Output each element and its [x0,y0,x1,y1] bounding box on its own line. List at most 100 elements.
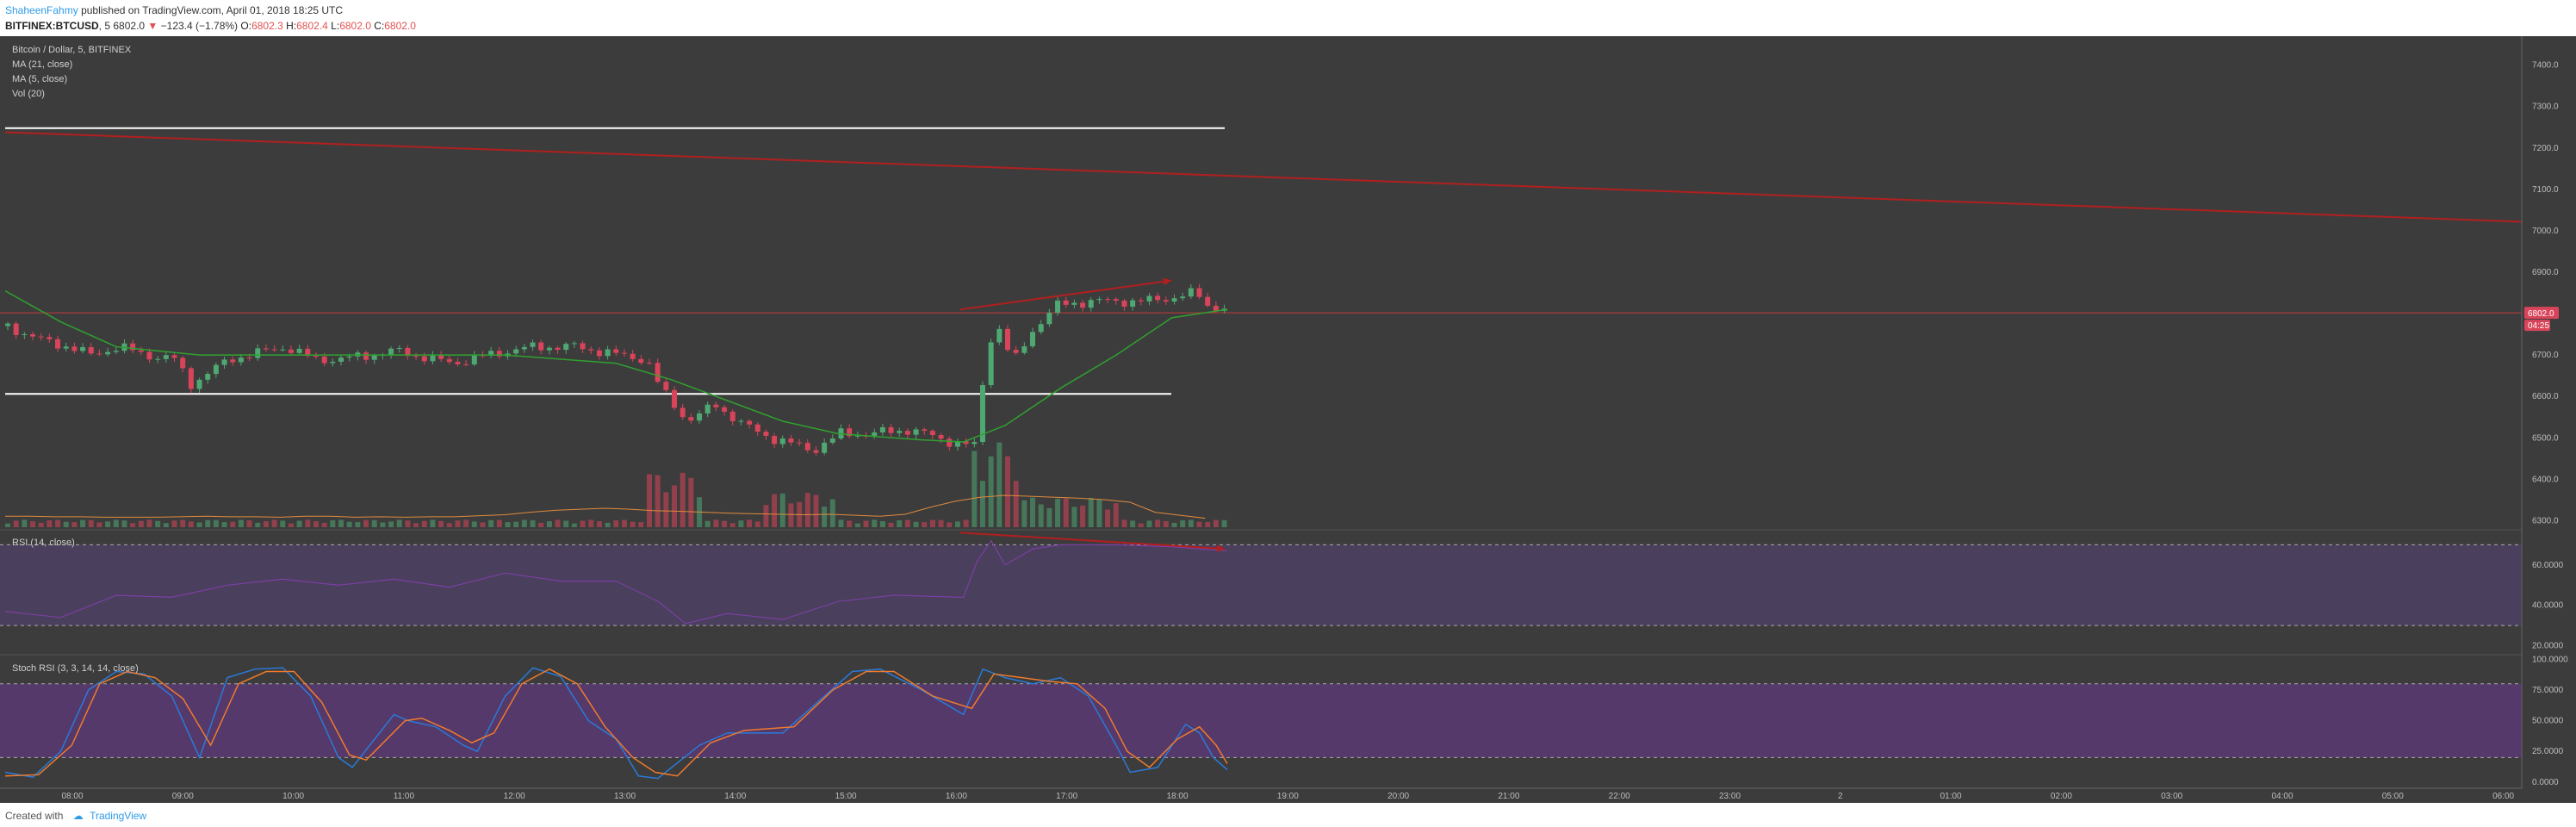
volume-bar [5,523,10,527]
price-tick-label: 7400.0 [2532,61,2559,71]
volume-bar [879,521,885,527]
candle-body [688,417,694,421]
volume-bar [80,519,86,527]
volume-bar [538,522,544,527]
candle-body [605,349,611,357]
candle-body [904,431,910,435]
candle-body [305,348,311,357]
volume-bar [296,520,302,527]
price-tick-label: 7100.0 [2532,185,2559,195]
time-tick-label: 15:00 [835,792,857,801]
axes: 7400.07300.07200.07100.07000.06900.06800… [0,36,2576,803]
candle-body [22,333,28,335]
trend-line[interactable] [4,131,2523,223]
price-pane[interactable] [0,127,2523,527]
candle-body [38,336,44,338]
time-tick-label: 02:00 [2051,792,2072,801]
volume-bar [546,521,552,527]
price-divergence-arrow-head [1163,277,1171,286]
candle-body [138,350,144,352]
stoch-pane[interactable] [0,667,2522,780]
volume-bar [863,520,869,527]
volume-bar [663,492,669,527]
price-tick-label: 6400.0 [2532,475,2559,484]
candle-body [346,356,352,358]
time-tick-label: 21:00 [1498,792,1519,801]
candle-body [813,450,819,453]
volume-bar [355,522,361,527]
candle-body [996,328,1002,343]
volume-bar [22,519,28,527]
rsi-legend: RSI (14, close) [12,538,75,548]
last-price-tag-text: 6802.0 [2528,309,2554,319]
volume-bar [371,519,377,527]
volume-bar [1096,499,1102,527]
tradingview-logo-icon[interactable]: ☁ [72,810,84,822]
candle-body [897,431,903,433]
volume-bar [1146,520,1152,527]
rsi-divergence-arrow[interactable] [959,532,1226,550]
candle-body [754,424,760,432]
down-arrow-icon: ▼ [147,20,158,32]
time-tick-label: 03:00 [2161,792,2182,801]
candle-body [313,356,319,358]
volume-bar [413,523,419,527]
volume-bar [1063,498,1069,527]
volume-bar [680,472,686,527]
candle-body [80,346,86,351]
candle-body [1096,299,1102,301]
volume-legend: Vol (20) [12,89,45,99]
volume-bar [630,521,636,527]
volume-bar [938,519,944,527]
candle-body [1180,296,1186,299]
volume-bar [655,475,661,527]
candle-body [705,404,711,414]
volume-bar [854,523,860,527]
rsi-tick-label: 40.0000 [2532,601,2564,611]
volume-bar [430,519,436,527]
tradingview-link[interactable]: TradingView [90,810,147,822]
candle-body [271,349,277,351]
rsi-tick-label: 60.0000 [2532,561,2564,570]
last-price-tag [2524,307,2559,320]
candle-body [330,361,336,364]
candle-body [471,355,477,365]
candle-body [446,358,452,363]
candle-body [146,351,152,360]
open-label: O: [240,20,252,32]
volume-bar [63,521,69,527]
volume-bar [438,520,444,527]
candle-body [363,352,369,360]
time-tick-label: 19:00 [1277,792,1299,801]
volume-bar [13,520,19,527]
volume-bar [138,520,144,527]
candle-body [71,346,78,351]
candle-body [546,347,552,351]
volume-bar [405,520,411,527]
candle-body [238,358,244,363]
volume-bar [1080,505,1086,527]
price-divergence-arrow[interactable] [959,279,1172,311]
candle-body [421,356,427,362]
volume-bar [754,521,760,527]
trading-chart[interactable]: 7400.07300.07200.07100.07000.06900.06800… [0,36,2576,803]
volume-bar [396,519,402,527]
volume-bar [530,519,536,527]
volume-bar [897,519,903,527]
volume-bar [1213,519,1219,527]
volume-bar [88,519,94,527]
rsi-pane[interactable] [0,532,2522,626]
stoch-rsi-legend: Stoch RSI (3, 3, 14, 14, close) [12,663,139,674]
volume-bar [313,521,319,527]
candle-body [1113,299,1119,302]
rsi-line [4,539,1228,625]
candle-body [779,438,785,445]
volume-bar [230,521,236,527]
author-link[interactable]: ShaheenFahmy [5,4,78,16]
volume-bar [505,522,511,527]
low-value: 6802.0 [339,20,371,32]
candle-body [1080,302,1086,308]
volume-bar [621,519,627,527]
time-tick-label: 23:00 [1719,792,1741,801]
publish-line: ShaheenFahmy published on TradingView.co… [5,4,343,16]
